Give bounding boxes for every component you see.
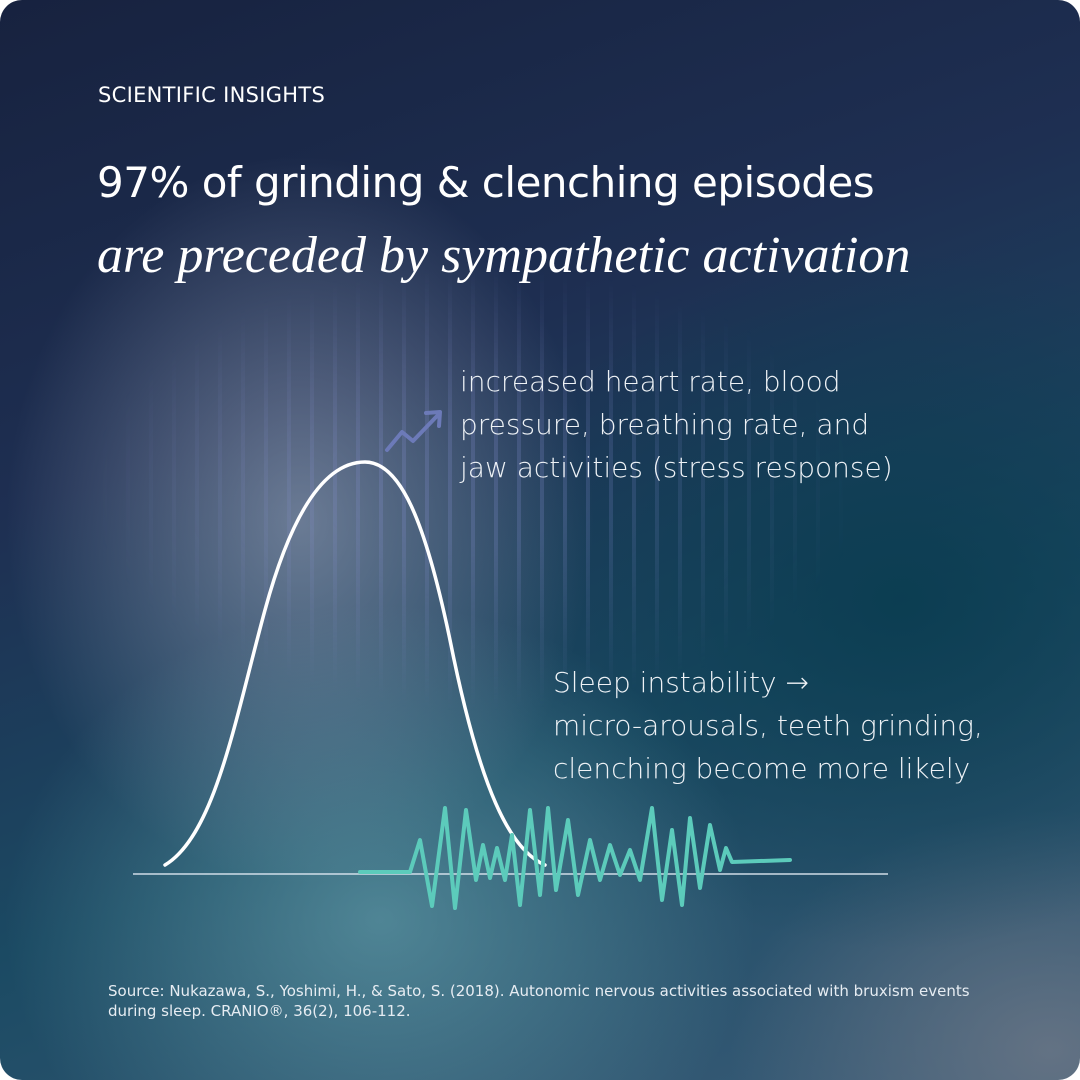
annotation-line: Sleep instability → [553, 666, 809, 699]
annotation-line: increased heart rate, blood [460, 365, 841, 398]
rising-arrow-icon [385, 410, 442, 452]
annotation-stress: increased heart rate, blood pressure, br… [460, 360, 893, 489]
annotation-line: micro-arousals, teeth grinding, [553, 709, 983, 742]
headline: 97% of grinding & clenching episodes [97, 158, 875, 207]
bell-curve [163, 460, 547, 867]
annotation-line: jaw activities (stress response) [460, 451, 893, 484]
background-stripes [80, 180, 960, 740]
annotation-line: clenching become more likely [553, 752, 971, 785]
annotation-line: pressure, breathing rate, and [460, 408, 870, 441]
grinding-signal [358, 806, 792, 910]
eyebrow: SCIENTIFIC INSIGHTS [98, 83, 326, 107]
annotation-sleep: Sleep instability → micro-arousals, teet… [553, 661, 983, 790]
source-citation: Source: Nukazawa, S., Yoshimi, H., & Sat… [108, 982, 970, 1020]
headline-italic: are preceded by sympathetic activation [97, 227, 911, 284]
